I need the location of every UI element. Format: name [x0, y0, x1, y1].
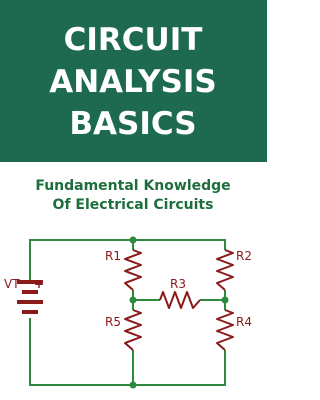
resistor-label: R2 — [236, 249, 252, 263]
resistor-r3 — [159, 291, 201, 309]
resistor-r5 — [124, 309, 142, 351]
title-line: BASICS — [69, 106, 196, 142]
circuit-diagram: VT + R1 R2 R3 R4 R5 — [4, 236, 252, 389]
book-cover: CIRCUIT ANALYSIS BASICS Fundamental Know… — [0, 0, 267, 389]
node — [129, 296, 137, 304]
node — [129, 381, 137, 389]
node — [221, 296, 229, 304]
battery — [17, 280, 43, 314]
resistor-label: R4 — [236, 315, 252, 329]
title-band — [0, 0, 267, 162]
resistor-r1 — [124, 249, 142, 291]
resistor-label: R5 — [105, 315, 121, 329]
plus-sign: + — [34, 277, 44, 291]
resistor-label: R3 — [170, 277, 186, 291]
subtitle-line: Of Electrical Circuits — [53, 197, 214, 213]
resistor-label: R1 — [105, 249, 121, 263]
resistor-r2 — [216, 249, 234, 291]
title-line: ANALYSIS — [49, 64, 217, 100]
node — [129, 236, 137, 244]
subtitle-line: Fundamental Knowledge — [35, 178, 230, 194]
source-label: VT — [4, 277, 20, 291]
wires — [29, 239, 226, 386]
title-line: CIRCUIT — [64, 22, 203, 58]
resistor-r4 — [216, 309, 234, 351]
